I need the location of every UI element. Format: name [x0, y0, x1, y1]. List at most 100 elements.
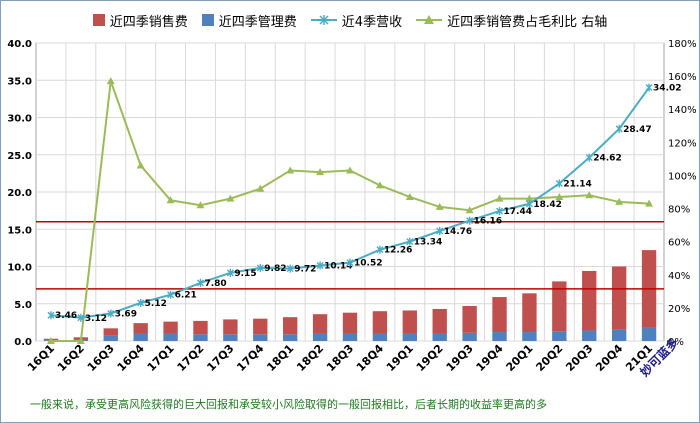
point-expense-ratio	[46, 337, 55, 344]
point-revenue	[226, 268, 234, 277]
y-right-tick-label: 20%	[668, 304, 690, 315]
point-revenue	[645, 83, 653, 92]
point-expense-ratio	[196, 201, 205, 209]
bar-sales-expense	[402, 310, 417, 334]
x-tick-label: 18Q4	[354, 342, 386, 374]
legend-swatch-expense-ratio	[416, 15, 443, 24]
x-tick-label: 19Q1	[384, 342, 416, 374]
bar-admin-expense	[402, 333, 417, 341]
y-left-tick-label: 25.0	[7, 151, 32, 162]
y-right-tick-label: 160%	[668, 72, 697, 83]
bar-admin-expense	[372, 333, 388, 341]
bar-admin-expense	[253, 334, 268, 341]
bar-sales-expense	[133, 323, 148, 334]
x-tick-label: 17Q1	[145, 342, 177, 374]
legend-label-admin-expense: 近四季管理费	[218, 14, 297, 30]
bar-admin-expense	[283, 334, 298, 341]
bar-sales-expense	[522, 293, 537, 333]
legend-swatch-sales-expense	[92, 14, 105, 26]
point-revenue	[555, 179, 563, 188]
point-revenue	[406, 237, 414, 246]
point-expense-ratio	[286, 166, 295, 174]
bar-admin-expense	[193, 334, 208, 341]
revenue-data-label: 13.34	[414, 238, 442, 248]
legend: 近四季销售费 近四季管理费 近4季营收 近四季销管费占毛利比 右轴	[0, 8, 700, 32]
point-revenue	[525, 199, 533, 208]
point-expense-ratio	[256, 184, 265, 192]
bar-admin-expense	[223, 334, 238, 341]
revenue-data-label: 9.82	[264, 264, 286, 274]
revenue-data-label: 10.52	[354, 259, 382, 269]
y-left-tick-label: 5.0	[14, 300, 32, 311]
bar-sales-expense	[283, 317, 298, 335]
x-tick-label: 20Q3	[563, 342, 595, 374]
y-right-tick-label: 0%	[668, 337, 684, 348]
x-tick-label: 17Q3	[204, 342, 236, 374]
point-expense-ratio	[435, 202, 444, 210]
point-expense-ratio	[136, 161, 145, 169]
bar-sales-expense	[103, 328, 118, 336]
x-tick-label: 18Q2	[294, 342, 326, 374]
bar-sales-expense	[223, 319, 238, 335]
x-tick-label: 20Q4	[593, 342, 625, 374]
x-tick-label: 16Q3	[85, 342, 117, 374]
x-tick-label: 19Q3	[444, 342, 476, 374]
bar-sales-expense	[312, 314, 328, 334]
point-revenue	[346, 258, 354, 267]
point-expense-ratio	[645, 199, 654, 207]
bar-sales-expense	[462, 305, 477, 333]
bar-sales-expense	[432, 308, 447, 334]
x-tick-label: 18Q3	[324, 342, 356, 374]
bar-admin-expense	[342, 333, 358, 341]
point-revenue	[496, 207, 504, 216]
footnote: 一般来说，承受更高风险获得的巨大回报和承受较小风险取得的一般回报相比，后者长期的…	[30, 398, 547, 411]
y-left-tick-label: 20.0	[7, 188, 32, 199]
point-revenue	[376, 245, 384, 254]
revenue-data-label: 3.69	[115, 310, 137, 320]
point-expense-ratio	[166, 196, 175, 204]
point-expense-ratio	[495, 194, 504, 202]
revenue-data-label: 3.46	[55, 311, 77, 321]
legend-label-revenue: 近4季营收	[341, 14, 403, 30]
x-tick-label: 16Q4	[115, 342, 147, 374]
legend-label-sales-expense: 近四季销售费	[109, 14, 188, 30]
point-revenue	[77, 313, 85, 322]
revenue-data-label: 12.26	[384, 246, 412, 256]
bar-admin-expense	[611, 329, 627, 341]
bar-sales-expense	[253, 318, 268, 335]
revenue-data-label: 3.12	[85, 314, 107, 324]
x-tick-label: 17Q2	[175, 342, 207, 374]
revenue-data-label: 9.72	[294, 265, 316, 275]
bar-admin-expense	[522, 332, 537, 341]
legend-swatch-revenue	[310, 15, 337, 25]
legend-item-revenue: 近4季营收	[310, 11, 403, 30]
point-expense-ratio	[525, 194, 534, 202]
point-expense-ratio	[76, 337, 85, 344]
y-left-tick-label: 35.0	[7, 76, 32, 87]
revenue-data-label: 7.80	[204, 279, 226, 289]
bar-admin-expense	[103, 335, 118, 341]
y-right-tick-label: 100%	[668, 171, 697, 182]
point-expense-ratio	[106, 77, 115, 85]
point-revenue	[615, 124, 623, 133]
bar-sales-expense	[552, 281, 567, 332]
bar-sales-expense	[492, 297, 507, 333]
point-revenue	[466, 216, 474, 225]
y-left-tick-label: 0.0	[14, 337, 32, 348]
legend-item-admin-expense: 近四季管理费	[201, 11, 297, 30]
bar-admin-expense	[552, 331, 567, 341]
x-tick-label: 19Q2	[414, 342, 446, 374]
revenue-data-label: 9.15	[234, 269, 256, 279]
x-tick-label: 16Q2	[55, 342, 87, 374]
point-revenue	[585, 153, 593, 162]
legend-swatch-admin-expense	[201, 14, 214, 26]
y-right-tick-label: 140%	[668, 105, 697, 116]
revenue-data-label: 17.44	[504, 207, 532, 217]
point-expense-ratio	[226, 194, 235, 202]
revenue-data-label: 21.14	[563, 180, 591, 190]
y-right-tick-label: 40%	[668, 271, 690, 282]
x-tick-label: 19Q4	[474, 342, 506, 374]
point-revenue	[286, 264, 294, 273]
x-tick-label: 18Q1	[264, 342, 296, 374]
